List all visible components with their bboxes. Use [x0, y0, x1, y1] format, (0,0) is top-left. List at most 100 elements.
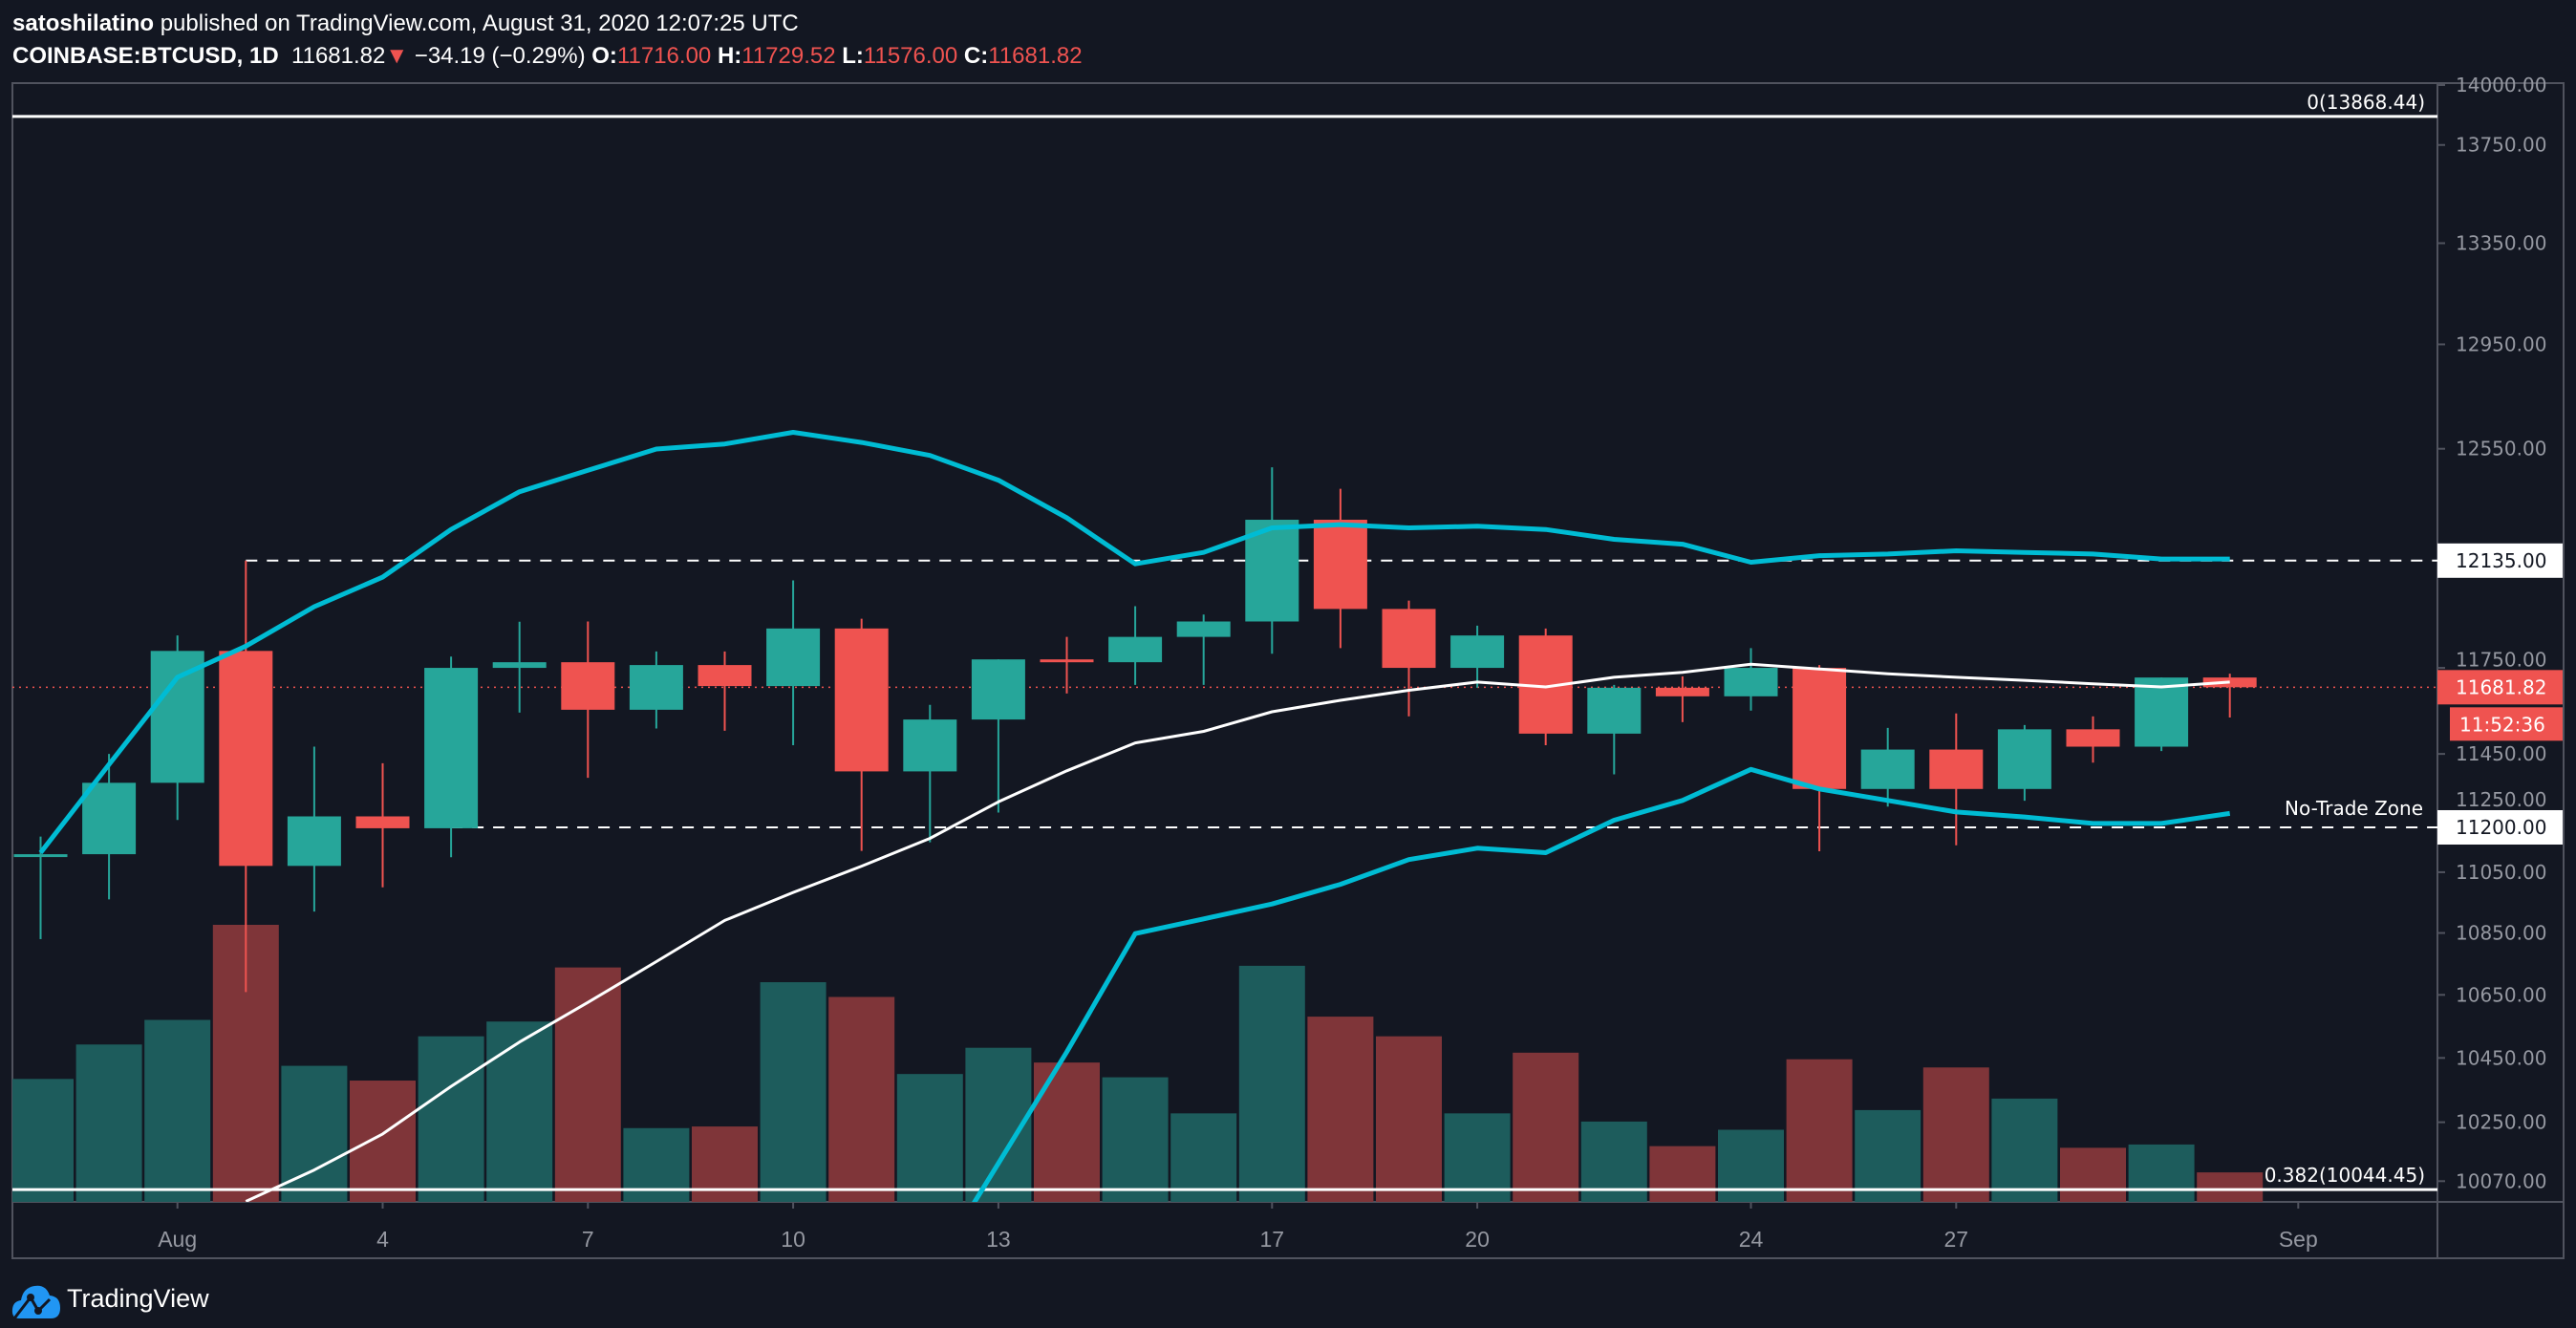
candle-down — [1040, 659, 1094, 663]
price-axis[interactable]: 14000.00 13750.00 13350.00 12950.00 12550.00… — [2437, 74, 2546, 1192]
volume-bar — [1376, 1036, 1442, 1202]
logo-text: TradingView — [67, 1283, 209, 1313]
candle-up — [1997, 729, 2051, 789]
countdown-badge — [2450, 707, 2563, 741]
price-tick-label: 11050.00 — [2456, 861, 2546, 884]
candle-down — [834, 628, 889, 772]
symbol-name[interactable]: COINBASE:BTCUSD, 1D — [12, 43, 279, 69]
high-value: 11729.52 — [741, 43, 836, 69]
volume-bar — [760, 982, 826, 1202]
time-tick-label: 20 — [1465, 1227, 1490, 1252]
candle-up — [1450, 635, 1505, 669]
candle-up — [150, 651, 204, 783]
time-tick-label: 24 — [1739, 1227, 1764, 1252]
time-tick-label: Aug — [158, 1227, 197, 1252]
volume-bar — [144, 1019, 211, 1202]
plot-area: 0(13868.44) 0.382(10044.45) No-Trade Zone — [12, 91, 2437, 1202]
candle-down — [1382, 609, 1436, 669]
tradingview-cloud-icon — [11, 1285, 60, 1319]
candle-up — [13, 854, 68, 858]
time-tick-label: 10 — [781, 1227, 805, 1252]
author-name[interactable]: satoshilatino — [12, 11, 155, 36]
candle-up — [82, 782, 137, 855]
price-tick-label: 10850.00 — [2456, 922, 2546, 945]
low-label: L: — [842, 43, 864, 69]
low-value: 11576.00 — [863, 43, 958, 69]
level-price-badge — [2437, 809, 2563, 845]
time-tick-label: Sep — [2279, 1227, 2318, 1252]
last-price-badge-text: 11681.82 — [2456, 675, 2546, 698]
candle-down — [1929, 749, 1984, 789]
fib-level-label: 0.382(10044.45) — [2265, 1164, 2425, 1187]
basis-line — [245, 662, 2230, 1202]
symbol-legend: COINBASE:BTCUSD, 1D 11681.82▼ −34.19 (−0… — [12, 43, 1083, 70]
fib-level-label: 0(13868.44) — [2307, 91, 2425, 114]
candle-down — [1313, 520, 1367, 610]
price-labels: 12135.00 11200.00 11681.82 11:52:36 — [2437, 543, 2563, 845]
time-axis[interactable]: Aug 4 7 10 13 17 20 24 27 Sep — [158, 1202, 2318, 1252]
volume-bar — [1513, 1052, 1579, 1202]
price-tick-label: 11450.00 — [2456, 742, 2546, 765]
candle-up — [1860, 749, 1915, 789]
volume-bar — [1034, 1062, 1100, 1202]
candle-up — [1587, 687, 1642, 734]
close-value: 11681.82 — [988, 43, 1083, 69]
volume-bar — [2128, 1144, 2195, 1202]
volume-bar — [12, 1079, 74, 1202]
price-tick-label: 10650.00 — [2456, 983, 2546, 1006]
volume-bar — [75, 1044, 142, 1202]
volume-bar — [896, 1074, 963, 1202]
time-tick-label: 4 — [376, 1227, 389, 1252]
price-tick-label: 10070.00 — [2456, 1169, 2546, 1192]
price-tick-label: 10250.00 — [2456, 1111, 2546, 1134]
volume-bar — [1649, 1146, 1716, 1202]
candle-up — [1176, 621, 1231, 637]
candle-up — [492, 662, 547, 669]
volume-bar — [1444, 1113, 1511, 1202]
volume-bar — [486, 1021, 553, 1202]
close-label: C: — [963, 43, 989, 69]
volume-bar — [1922, 1067, 1989, 1202]
volume-bar — [1238, 965, 1305, 1202]
price-tick-label: 12950.00 — [2456, 332, 2546, 355]
price-tick-label: 13750.00 — [2456, 134, 2546, 157]
time-tick-label: 7 — [582, 1227, 594, 1252]
time-tick-label: 27 — [1944, 1227, 1969, 1252]
volume-bar — [1855, 1109, 1921, 1202]
candle-up — [629, 665, 683, 710]
open-value: 11716.00 — [616, 43, 712, 69]
publish-info: satoshilatino published on TradingView.c… — [12, 11, 799, 37]
candle-down — [561, 662, 615, 710]
level-price-badge — [2437, 543, 2563, 578]
tradingview-logo[interactable]: TradingView — [11, 1276, 209, 1320]
volume-bar — [350, 1081, 416, 1202]
price-tick-label: 11750.00 — [2456, 648, 2546, 671]
triangle-down-icon: ▼ — [385, 43, 409, 69]
candle-up — [2135, 677, 2189, 747]
level-price-badge-text: 12135.00 — [2456, 549, 2546, 572]
plot-border — [11, 82, 2565, 1259]
volume-bar — [1102, 1077, 1169, 1202]
published-text: published on TradingView.com, August 31,… — [160, 11, 799, 36]
candle-down — [698, 665, 752, 687]
volume-bar — [2060, 1147, 2126, 1202]
volume-bar — [1718, 1129, 1784, 1202]
volume-bar — [1991, 1098, 2058, 1202]
last-price: 11681.82 — [291, 43, 386, 69]
volume-bar — [418, 1036, 484, 1202]
level-price-badge-text: 11200.00 — [2456, 816, 2546, 839]
price-tick-label: 13350.00 — [2456, 232, 2546, 255]
price-tick-label: 10450.00 — [2456, 1046, 2546, 1069]
no-trade-zone-label: No-Trade Zone — [2285, 797, 2423, 820]
candle-up — [903, 719, 957, 772]
volume-bar — [1786, 1059, 1853, 1202]
lower-band-line — [972, 766, 2231, 1202]
time-tick-label: 17 — [1260, 1227, 1285, 1252]
price-tick-label: 14000.00 — [2456, 74, 2546, 96]
price-change: −34.19 (−0.29%) — [414, 43, 586, 69]
volume-bar — [1170, 1113, 1237, 1202]
candle-down — [2066, 729, 2120, 747]
upper-band-line — [38, 430, 2230, 855]
candle-down — [355, 816, 410, 828]
